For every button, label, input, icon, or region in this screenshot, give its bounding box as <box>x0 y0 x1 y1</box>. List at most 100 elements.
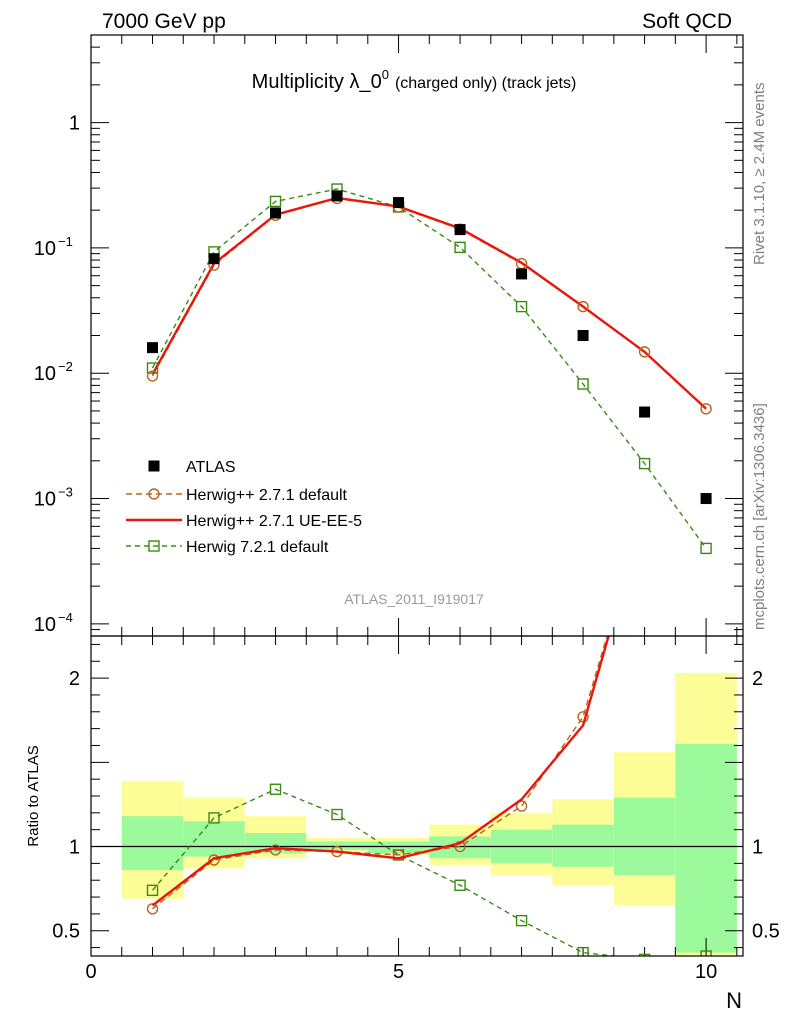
ratio-y-tick-label-right: 1 <box>752 837 763 859</box>
mc-point <box>577 300 589 313</box>
mc-point <box>146 370 159 382</box>
ratio-point <box>638 953 651 956</box>
main-points <box>146 183 712 555</box>
legend-label: Herwig++ 2.7.1 default <box>186 487 348 504</box>
ratio-curves <box>146 134 712 956</box>
data-point <box>577 330 589 341</box>
data-point <box>147 342 159 354</box>
legend-label: Herwig 7.2.1 default <box>186 539 329 556</box>
ratio-point <box>454 879 466 891</box>
legend-item: Herwig 7.2.1 default <box>126 539 329 556</box>
ratio-curve <box>151 636 610 907</box>
ratio-point <box>701 134 711 144</box>
main-axis-ticks <box>90 34 743 637</box>
data-point <box>639 406 651 418</box>
ratio-point <box>208 812 220 824</box>
ratio-curve <box>151 788 707 956</box>
data-point <box>393 197 405 209</box>
mc-curve <box>151 188 707 549</box>
ratio-point <box>700 950 712 956</box>
legend-label: Herwig++ 2.7.1 UE-EE-5 <box>186 513 362 530</box>
mc-point <box>700 403 712 415</box>
inner-band <box>367 841 430 854</box>
y-tick-exponent: −1 <box>58 234 73 249</box>
mc-point <box>515 300 528 313</box>
inner-band <box>183 821 245 857</box>
mc-curve <box>151 197 707 410</box>
main-y-tick-labels: 110−110−210−310−4 <box>34 113 80 636</box>
data-point <box>700 493 712 505</box>
ratio-point <box>515 914 528 927</box>
ratio-bands <box>121 673 737 956</box>
ratio-point <box>392 849 405 861</box>
ratio-point <box>146 884 159 897</box>
ratio-point <box>454 840 466 853</box>
energy-label: 7000 GeV pp <box>102 10 226 33</box>
legend-item: ATLAS <box>148 459 236 476</box>
ratio-y-tick-label: 2 <box>69 668 80 690</box>
ratio-point <box>208 854 220 866</box>
chart-title: Multiplicity λ_00 (charged only) (track j… <box>252 67 577 93</box>
mc-point <box>577 378 589 390</box>
legend-label: ATLAS <box>186 459 236 476</box>
inner-band <box>613 797 676 876</box>
inner-band <box>121 816 184 871</box>
legend-marker <box>148 460 160 472</box>
ratio-frame <box>90 635 744 957</box>
chart-title-main: Multiplicity λ_0 <box>252 71 382 93</box>
chart-title-suffix: (charged only) (track jets) <box>395 75 576 92</box>
ratio-y-tick-label: 1 <box>69 837 80 859</box>
x-axis-label: N <box>726 988 742 1013</box>
ratio-point <box>331 808 343 821</box>
x-tick-label: 5 <box>393 961 404 983</box>
legend-marker <box>148 488 160 500</box>
mc-point <box>269 195 282 208</box>
mc-point <box>638 457 651 470</box>
ratio-point <box>146 903 159 915</box>
ratio-y-axis-label: Ratio to ATLAS <box>25 745 42 846</box>
legend-marker <box>148 540 160 552</box>
x-tick-label: 0 <box>85 961 96 983</box>
mc-point <box>454 241 466 254</box>
ratio-panel: 0.5 0.5 1 1 2 2 0 5 10 Ratio to ATLAS N <box>25 134 780 1013</box>
y-tick-label: 1 <box>69 113 80 135</box>
legend-item: Herwig++ 2.7.1 UE-EE-5 <box>126 513 362 530</box>
inner-band <box>306 841 368 850</box>
mc-point <box>700 542 712 555</box>
inner-band <box>552 824 614 867</box>
y-tick-label: 10 <box>34 363 56 385</box>
legend-item: Herwig++ 2.7.1 default <box>126 487 348 504</box>
ratio-y-tick-label-right: 2 <box>752 668 763 690</box>
ratio-point <box>269 783 282 795</box>
y-tick-label: 10 <box>34 489 56 511</box>
mc-point <box>146 362 159 374</box>
ratio-y-tick-label: 0.5 <box>52 921 80 943</box>
ratio-point <box>577 946 589 956</box>
x-tick-label: 10 <box>695 961 717 983</box>
y-tick-label: 10 <box>34 238 56 260</box>
mc-point <box>638 346 651 358</box>
data-point <box>208 253 220 265</box>
source-label: mcplots.cern.ch [arXiv:1306.3436] <box>751 403 768 630</box>
ratio-point <box>515 800 528 812</box>
inner-band <box>675 743 737 953</box>
main-panel: 110−110−210−310−4 Multiplicity λ_00(char… <box>34 34 744 637</box>
y-tick-exponent: −3 <box>58 485 73 500</box>
inner-band <box>429 836 491 859</box>
chart-title-sup: 0 <box>382 67 389 82</box>
analysis-id: ATLAS_2011_I919017 <box>344 591 484 607</box>
y-tick-label: 10 <box>34 614 56 636</box>
data-point <box>454 224 466 236</box>
y-tick-exponent: −4 <box>58 610 73 625</box>
ratio-y-tick-label-right: 0.5 <box>752 921 780 943</box>
data-point <box>331 190 343 202</box>
y-tick-exponent: −2 <box>58 359 73 374</box>
category-label: Soft QCD <box>642 10 732 33</box>
ratio-tick-labels: 0.5 0.5 1 1 2 2 0 5 10 <box>52 668 780 983</box>
ratio-point <box>640 505 650 515</box>
rivet-label: Rivet 3.1.10, ≥ 2.4M events <box>751 83 768 266</box>
legend: ATLAS Herwig++ 2.7.1 default Herwig++ 2.7.… <box>126 459 362 556</box>
data-point <box>516 268 528 280</box>
data-point <box>270 207 282 219</box>
